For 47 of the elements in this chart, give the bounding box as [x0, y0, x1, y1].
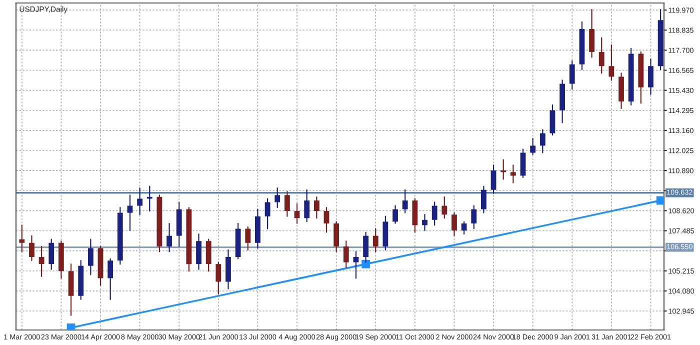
- candlestick: [294, 203, 300, 224]
- candlestick: [206, 238, 212, 272]
- candlestick: [264, 198, 270, 230]
- candlestick: [353, 251, 359, 279]
- candlestick: [540, 129, 546, 154]
- candlestick: [550, 104, 556, 136]
- candlestick: [392, 205, 398, 224]
- candlestick: [245, 226, 251, 250]
- candlestick: [324, 206, 330, 233]
- candlestick: [569, 60, 575, 90]
- candlestick: [530, 138, 536, 156]
- candlestick: [314, 196, 320, 219]
- candlestick: [510, 164, 516, 184]
- candlestick: [422, 214, 428, 232]
- candlestick: [216, 262, 222, 295]
- point: [656, 196, 664, 205]
- candlestick: [589, 8, 594, 58]
- candlestick: [274, 188, 280, 208]
- point: [66, 324, 76, 330]
- candlestick: [48, 238, 54, 270]
- candlestick: [442, 196, 448, 219]
- candlestick: [334, 221, 340, 252]
- candlestick: [108, 258, 114, 300]
- candlestick: [461, 221, 467, 235]
- candlestick: [19, 224, 25, 252]
- candlestick: [343, 240, 349, 268]
- candlestick: [29, 235, 34, 262]
- candlestick: [196, 233, 202, 270]
- candlestick: [38, 246, 44, 277]
- candlestick: [490, 164, 496, 194]
- candlestick: [598, 37, 604, 74]
- candlestick: [432, 202, 438, 226]
- candlestick: [452, 212, 457, 236]
- point: [362, 260, 370, 268]
- candlestick: [402, 189, 408, 214]
- candlestick: [304, 189, 310, 222]
- candlestick: [520, 148, 526, 178]
- candlestick: [481, 186, 486, 214]
- candlestick: [284, 191, 290, 217]
- candlestick: [88, 238, 94, 276]
- candlestick: [648, 58, 654, 95]
- candlestick: [471, 205, 477, 230]
- candlestick: [137, 188, 143, 216]
- candlestick: [372, 228, 378, 252]
- candlestick: [127, 194, 133, 232]
- candlestick: [608, 44, 614, 81]
- candlestick: [166, 222, 172, 252]
